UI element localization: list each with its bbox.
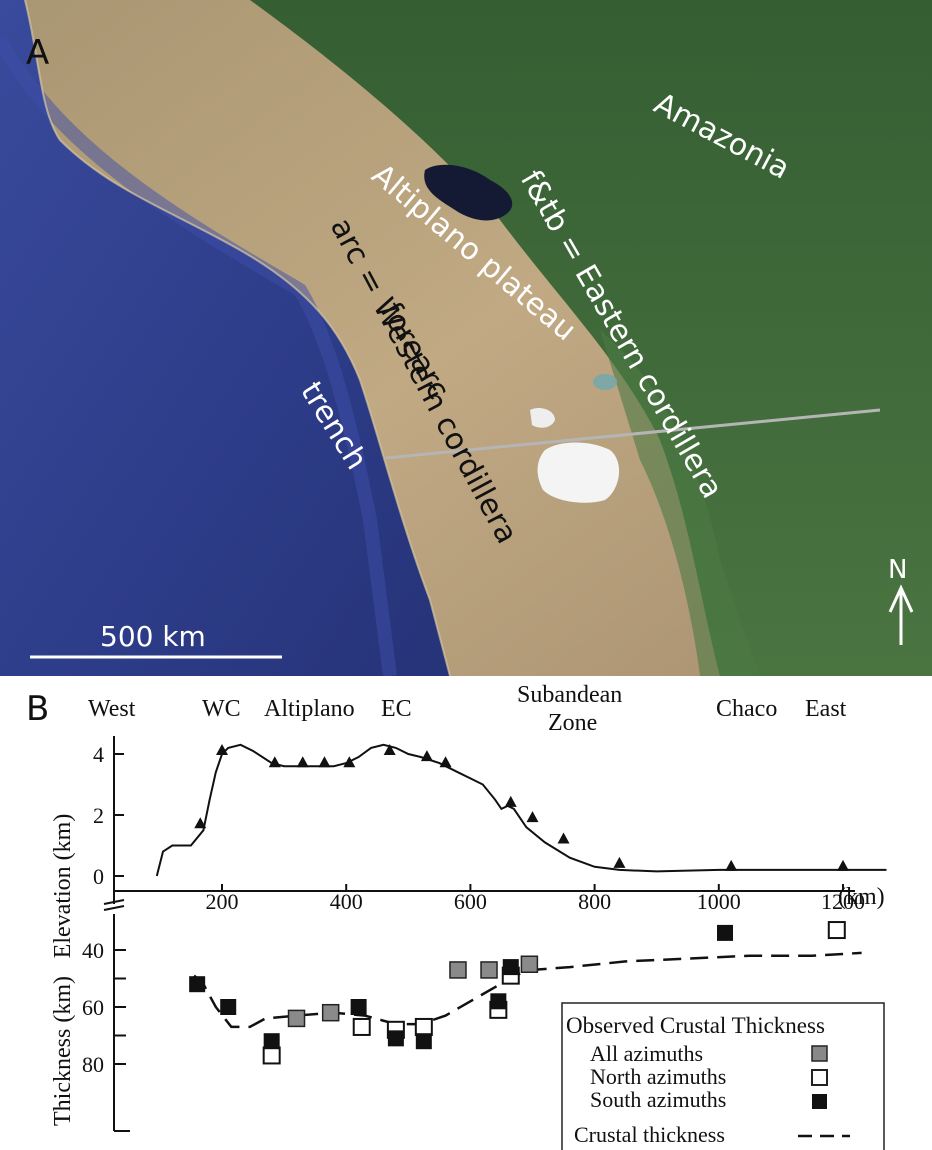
satellite-map: A Amazonia Altiplano plateau f&tb = East… [0,0,932,676]
south-azimuth-marker [350,999,367,1015]
lake-titicaca [424,164,513,221]
legend-north: North azimuths [590,1064,726,1089]
distance-tick-label: 400 [330,889,363,914]
region-ec: EC [381,696,412,722]
north-arrow-icon [888,584,914,645]
distance-tick-label: 800 [578,889,611,914]
crustal-thickness-line [193,951,862,1029]
scale-bar-label: 500 km [100,620,206,653]
thickness-tick-label: 80 [82,1052,104,1077]
distance-tick-label: 200 [206,889,239,914]
south-azimuth-marker [717,924,734,941]
thickness-tick-label: 40 [82,938,104,963]
axis-break [103,899,125,905]
profile-line [385,408,881,460]
axis-break [103,905,125,911]
north-label: N [888,555,907,585]
station-triangle [439,756,452,768]
north-azimuth-marker [414,1017,433,1036]
legend-south-marker [812,1094,827,1109]
region-zone: Zone [548,710,597,736]
station-triangle [343,756,356,768]
distance-tick-label: 600 [454,889,487,914]
south-azimuth-marker [189,976,206,993]
legend-title: Observed Crustal Thickness [566,1013,825,1038]
station-triangle [420,750,433,762]
station-triangle [318,756,331,768]
south-azimuth-marker [502,959,519,976]
elevation-tick-label: 4 [93,742,104,767]
station-triangle [613,856,626,868]
pacific-ocean [0,0,450,676]
lake-poopo [593,374,617,390]
thickness-plot: 40 60 80 [82,914,862,1132]
north-azimuth-marker [827,921,846,940]
panel-b-label: B [26,689,49,729]
station-triangle [194,817,207,829]
south-azimuth-marker [490,993,507,1010]
south-azimuth-marker [263,1033,280,1050]
station-triangle [837,859,849,871]
south-azimuth-marker [387,1030,404,1047]
legend: Observed Crustal Thickness All azimuths … [561,1002,885,1150]
salar-de-uyuni [537,442,620,503]
region-altiplano: Altiplano [264,696,355,722]
legend-all: All azimuths [590,1041,703,1066]
crustal-profile-chart: B West WC Altiplano EC Subandean Zone Ch… [26,682,887,1150]
panel-a-label: A [26,33,49,73]
station-triangle [526,811,539,823]
legend-all-marker [811,1045,828,1062]
station-triangle [296,756,309,768]
station-triangle [383,744,396,755]
thickness-axis-label: Thickness (km) [50,976,76,1126]
south-azimuth-marker [415,1033,432,1050]
all-azimuth-marker [287,1009,306,1028]
north-azimuth-marker [352,1017,371,1036]
region-wc: WC [202,696,241,722]
legend-south: South azimuths [590,1087,726,1112]
region-east: East [805,696,847,722]
legend-line: Crustal thickness [574,1122,725,1147]
thickness-tick-label: 60 [82,995,104,1020]
elevation-tick-label: 0 [93,864,104,889]
station-triangle [504,795,517,807]
all-azimuth-marker [321,1003,340,1022]
elevation-profile-line [155,743,887,877]
region-west: West [88,696,136,722]
salar-de-coipasa [530,408,555,428]
south-azimuth-marker [220,999,237,1015]
station-triangle [216,744,228,755]
elevation-plot: 0 2 4 200 400 600 800 1000 1200 [93,736,887,914]
station-triangle [268,756,281,768]
all-azimuth-marker [449,961,467,979]
legend-north-marker [811,1069,828,1086]
region-subandean: Subandean [517,682,622,708]
elevation-axis-label: Elevation (km) [50,814,76,959]
station-triangle [725,859,738,871]
north-azimuth-marker [262,1046,281,1065]
x-unit-label: (km) [838,884,885,910]
distance-tick-label: 1200 [821,889,865,914]
amazon-forest-area [250,0,932,676]
distance-tick-label: 1000 [697,889,741,914]
elevation-tick-label: 2 [93,803,104,828]
legend-box [561,1002,885,1150]
station-triangle [557,832,570,844]
all-azimuth-marker [520,955,539,973]
all-azimuth-marker [480,961,498,979]
region-chaco: Chaco [716,696,777,722]
